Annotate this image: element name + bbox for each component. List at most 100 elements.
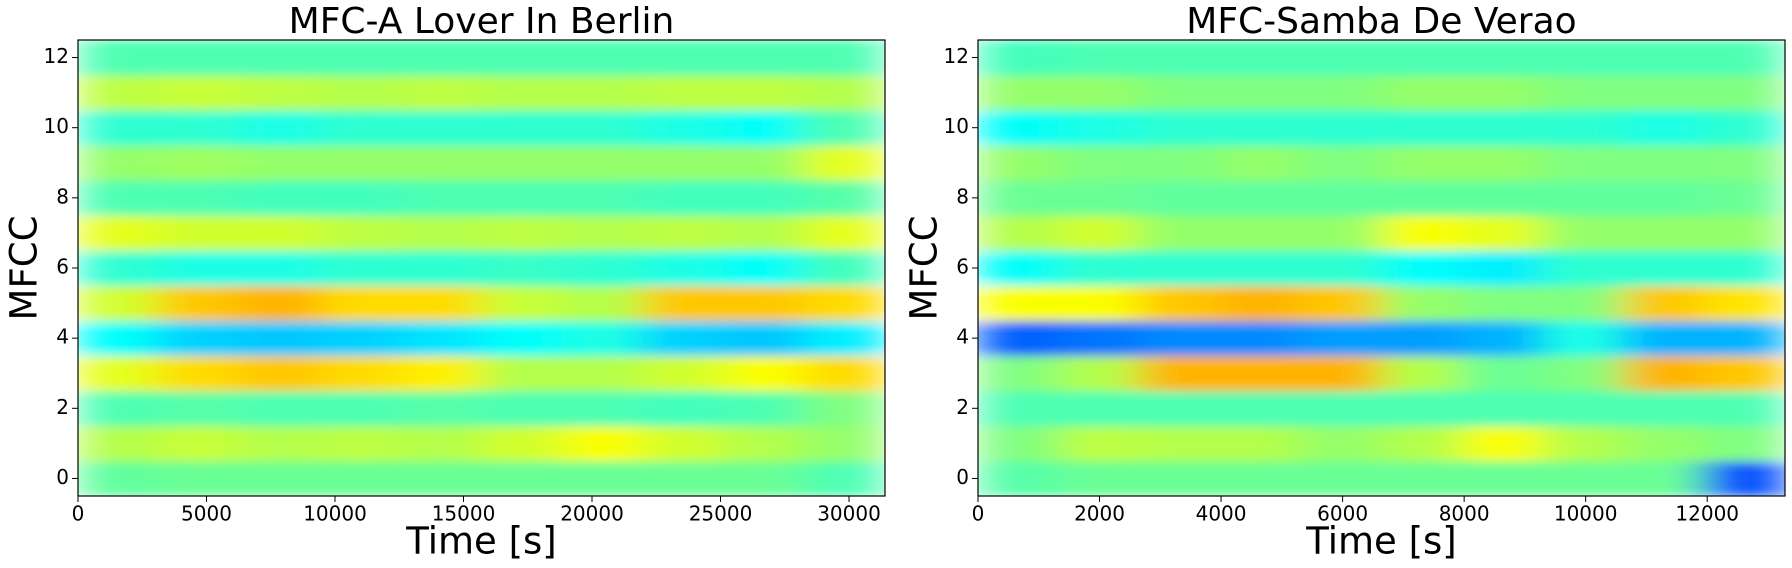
heat-cell (1703, 390, 1785, 427)
heat-cell (158, 460, 240, 496)
heat-cell (803, 249, 885, 287)
heat-cell (158, 249, 240, 287)
heat-cell (238, 425, 321, 462)
heat-cell (1461, 249, 1544, 287)
heat-cell (561, 390, 644, 427)
x-tick-label: 10000 (303, 502, 367, 526)
heat-cell (400, 249, 482, 287)
heat-cell (1703, 425, 1785, 462)
heat-cell (642, 390, 725, 427)
heat-cell (978, 109, 1060, 146)
heat-cell (1623, 214, 1705, 251)
heat-cell (561, 179, 644, 216)
heat-cell (978, 214, 1060, 251)
heat-cell (978, 74, 1060, 111)
heat-cell (1058, 249, 1140, 287)
heat-cell (1623, 179, 1705, 216)
heat-cell (1138, 390, 1221, 427)
heat-cell (319, 320, 402, 357)
heat-cell (803, 214, 885, 251)
heat-cell (1703, 320, 1785, 357)
heat-cell (238, 390, 321, 427)
heat-cell (1623, 460, 1705, 496)
heat-cell (1219, 390, 1302, 427)
heat-cell (723, 425, 805, 462)
x-tick-label: 0 (972, 502, 985, 526)
heat-cell (1300, 40, 1382, 76)
heat-cell (1542, 144, 1625, 181)
heat-cell (1703, 214, 1785, 251)
heat-cell (561, 109, 644, 146)
heat-cell (561, 74, 644, 111)
heat-cell (803, 390, 885, 427)
x-tick-label: 2000 (1074, 502, 1125, 526)
heat-cell (1542, 425, 1625, 462)
heat-cell (158, 355, 240, 392)
heat-cell (723, 179, 805, 216)
heat-cell (723, 285, 805, 322)
heat-cell (642, 144, 725, 181)
heat-cell (1058, 285, 1140, 322)
heat-cell (803, 320, 885, 357)
heat-cell (561, 144, 644, 181)
heat-cell (1058, 214, 1140, 251)
heat-cell (1381, 460, 1463, 496)
heat-cell (481, 74, 563, 111)
y-tick-label: 12 (944, 44, 969, 68)
y-tick-label: 8 (56, 184, 69, 208)
heat-cell (1623, 390, 1705, 427)
heat-cell (78, 144, 160, 181)
heat-cell (78, 425, 160, 462)
heat-cell (319, 460, 402, 496)
heat-cell (561, 249, 644, 287)
heat-cell (481, 214, 563, 251)
heat-cell (642, 285, 725, 322)
heat-cell (723, 249, 805, 287)
heat-cell (1381, 214, 1463, 251)
y-tick-label: 4 (956, 325, 969, 349)
heat-cell (319, 144, 402, 181)
heat-cell (1219, 285, 1302, 322)
heat-cell (78, 214, 160, 251)
heat-cell (723, 320, 805, 357)
heat-cell (1461, 40, 1544, 76)
heat-cell (803, 355, 885, 392)
y-tick-label: 6 (56, 255, 69, 279)
x-tick-label: 8000 (1439, 502, 1490, 526)
heat-cell (1542, 109, 1625, 146)
heat-cell (481, 460, 563, 496)
heat-cell (561, 320, 644, 357)
heat-cell (400, 285, 482, 322)
heat-cell (1138, 109, 1221, 146)
heat-cell (1300, 320, 1382, 357)
heat-cell (723, 109, 805, 146)
heat-cell (1138, 74, 1221, 111)
heat-cell (481, 390, 563, 427)
heat-cell (642, 460, 725, 496)
x-tick-label: 4000 (1196, 502, 1247, 526)
heat-cell (1219, 425, 1302, 462)
heat-cell (1300, 460, 1382, 496)
heat-cell (400, 214, 482, 251)
heat-cell (1381, 425, 1463, 462)
heat-cell (803, 425, 885, 462)
heat-cell (1461, 425, 1544, 462)
x-tick-label: 12000 (1675, 502, 1739, 526)
heat-cell (1300, 425, 1382, 462)
heat-cell (1219, 460, 1302, 496)
heat-cell (1623, 74, 1705, 111)
subplot: 0 2000 4000 6000 8000 10000 12000 0 2 4 6 8 10 12 MFC-… (903, 1, 1786, 563)
heat-cell (1623, 249, 1705, 287)
x-tick-label: 20000 (560, 502, 624, 526)
heat-cell (158, 425, 240, 462)
heat-cell (1461, 285, 1544, 322)
heat-cell (1381, 355, 1463, 392)
heat-cell (1219, 320, 1302, 357)
subplot: 0 5000 10000 15000 20000 25000 30000 0 2 4 6 8 10 12 M… (3, 1, 886, 563)
heat-cell (238, 40, 321, 76)
heat-cell (978, 460, 1060, 496)
heat-cell (642, 74, 725, 111)
heat-cell (803, 144, 885, 181)
heat-cell (78, 40, 160, 76)
heat-cell (723, 144, 805, 181)
